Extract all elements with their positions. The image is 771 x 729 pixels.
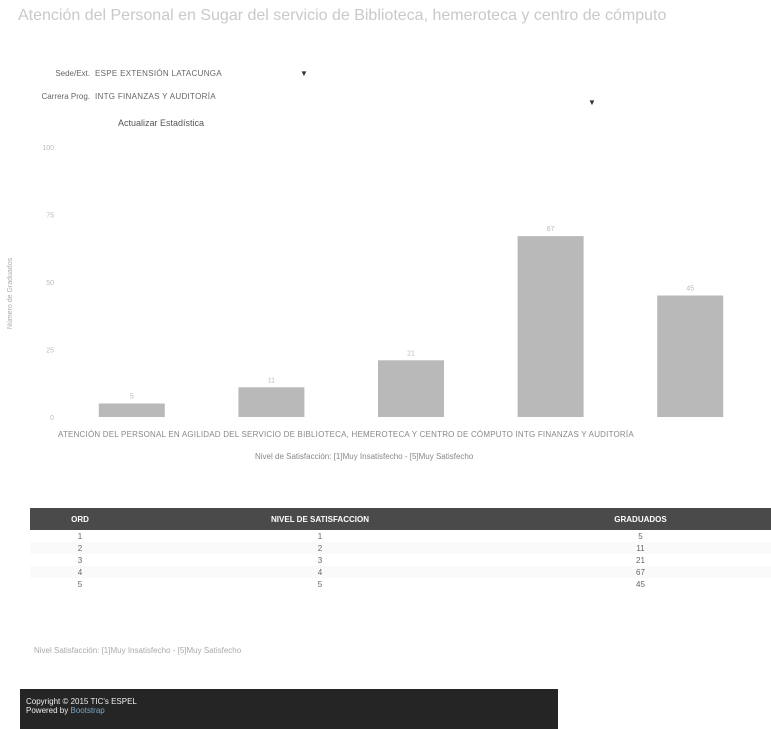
header-nivel: NIVEL DE SATISFACCION [130,508,510,530]
results-table-container: ORD NIVEL DE SATISFACCION GRADUADOS 1 1 … [30,508,771,590]
table-row: 5 5 45 [30,578,771,590]
chart-svg: 100 75 50 25 0 5 11 21 67 45 [42,145,724,422]
cell-graduados: 5 [638,531,643,541]
bar-value-label: 11 [268,377,275,384]
results-table: ORD NIVEL DE SATISFACCION GRADUADOS 1 1 … [30,508,771,590]
cell-nivel: 1 [317,531,323,541]
cell-ord: 2 [30,542,130,554]
sede-select[interactable]: ESPE EXTENSIÓN LATACUNGA [95,69,222,78]
satisfaction-scale-note: Nivel Satisfacción: [1]Muy Insatisfecho … [34,646,242,655]
y-tick-label: 50 [46,280,54,287]
cell-graduados: 21 [636,555,645,565]
cell-graduados: 45 [636,579,645,589]
header-graduados: GRADUADOS [510,508,771,530]
carrera-select[interactable]: INTG FINANZAS Y AUDITORÍA [95,92,216,101]
cell-ord: 3 [77,555,83,565]
y-tick-label: 75 [46,213,54,220]
table-row: 4 4 67 [30,566,771,578]
y-tick-label: 25 [46,348,54,355]
bar-value-label: 5 [130,394,134,401]
page-title: Atención del Personal en Sugar del servi… [18,7,667,24]
cell-ord: 5 [77,579,83,589]
powered-by-label: Powered by [26,706,69,715]
sede-label: Sede/Ext. [55,69,90,78]
bar-value-label: 45 [686,286,694,293]
chart-bar[interactable] [378,360,444,417]
cell-nivel: 3 [317,555,323,565]
carrera-row: Carrera Prog. INTG FINANZAS Y AUDITORÍA … [30,92,610,107]
x-axis-category-labels: ATENCIÓN DEL PERSONAL EN AGILIDAD DEL SE… [58,430,634,439]
chart-bar[interactable] [657,295,724,418]
update-statistics-link[interactable]: Actualizar Estadística [118,118,205,128]
cell-graduados: 67 [510,566,771,578]
bar-chart: 100 75 50 25 0 5 11 21 67 45 [0,135,771,475]
cell-ord: 1 [77,531,83,541]
cell-ord: 4 [30,566,130,578]
copyright-text: Copyright © 2015 TIC's ESPEL [26,697,137,706]
carrera-label: Carrera Prog. [41,92,90,101]
table-row: 3 3 21 [30,554,771,566]
bar-value-label: 21 [407,350,415,357]
header-ord: ORD [30,508,130,530]
table-header-row: ORD NIVEL DE SATISFACCION GRADUADOS [30,508,771,530]
cell-nivel: 2 [130,542,510,554]
cell-nivel: 5 [317,579,323,589]
y-axis-title: Número de Graduados [7,257,15,330]
chart-bar[interactable] [517,236,584,417]
powered-by-link[interactable]: Bootstrap [70,706,105,715]
caret-down-icon[interactable]: ▼ [588,98,596,107]
sede-row: Sede/Ext. ESPE EXTENSIÓN LATACUNGA ▼ [30,69,330,81]
caret-down-icon[interactable]: ▼ [300,69,308,78]
y-tick-label: 0 [50,415,54,422]
cell-graduados: 11 [510,542,771,554]
table-row: 1 1 5 [30,530,771,542]
bar-value-label: 67 [547,226,555,233]
table-row: 2 2 11 [30,542,771,554]
chart-bar[interactable] [238,387,305,417]
cell-nivel: 4 [130,566,510,578]
x-axis-title: Nivel de Satisfacción: [1]Muy Insatisfec… [255,452,474,461]
chart-bar[interactable] [98,403,165,418]
powered-by: Powered by Bootstrap [26,706,105,716]
y-tick-label: 100 [42,145,54,152]
footer: Copyright © 2015 TIC's ESPEL Powered by … [20,689,558,729]
